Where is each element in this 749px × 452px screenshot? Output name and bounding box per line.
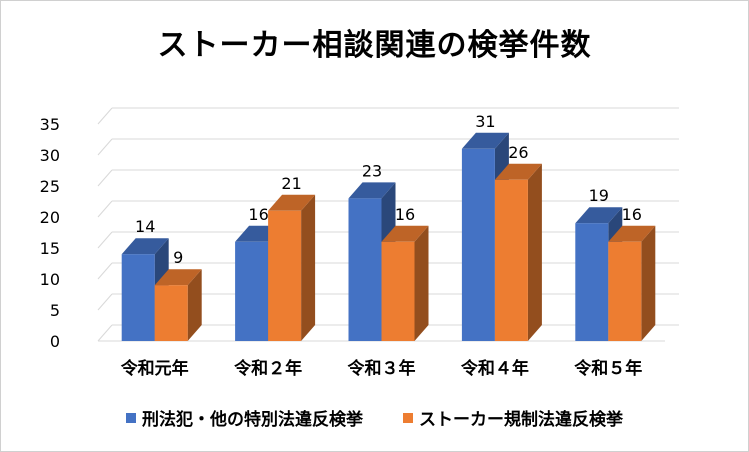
bar-front [461, 148, 495, 341]
bars [121, 132, 656, 341]
bar-side [301, 194, 316, 341]
bar-2-1 [154, 269, 202, 341]
data-label: 23 [362, 161, 382, 180]
bar-2-5 [608, 225, 656, 341]
y-tick-label: 10 [40, 270, 60, 289]
bar-top [381, 225, 429, 242]
data-label: 16 [248, 205, 268, 224]
gridline-side [97, 262, 113, 280]
bar-front [494, 179, 528, 341]
y-tick-label: 5 [50, 301, 60, 320]
bar-top [121, 238, 169, 255]
y-tick-label: 0 [50, 332, 60, 351]
legend-swatch-series-1 [126, 412, 136, 423]
bar-top [494, 163, 542, 180]
gridline-side [97, 107, 113, 125]
data-label: 14 [135, 217, 155, 236]
data-label: 31 [475, 112, 495, 131]
data-label: 9 [173, 248, 183, 267]
bar-2-2 [268, 194, 316, 341]
x-tick-label: 令和５年 [574, 358, 642, 379]
legend-swatch-series-2 [403, 412, 413, 423]
gridline-side [97, 138, 113, 156]
y-tick-label: 15 [40, 239, 60, 258]
gridline-side [97, 200, 113, 218]
y-tick-label: 20 [40, 208, 60, 227]
x-tick-label: 令和２年 [234, 358, 302, 379]
chart-plot: 0 5 10 15 20 25 30 35 14 9 令和元年 16 21 令和２年 23 16 令和３年 31 2… [40, 107, 679, 379]
gridline-side [97, 293, 113, 311]
bar-side [641, 225, 656, 341]
data-label: 16 [395, 205, 415, 224]
gridline-side [97, 231, 113, 249]
bar-top [461, 132, 509, 149]
bar-front [348, 198, 382, 341]
legend-item-series-1: 刑法犯・他の特別法違反検挙 [126, 405, 363, 430]
y-tick-label: 35 [40, 115, 60, 134]
bar-front [381, 241, 415, 341]
legend: 刑法犯・他の特別法違反検挙 ストーカー規制法違反検挙 [0, 405, 749, 430]
y-axis: 0 5 10 15 20 25 30 35 [40, 115, 60, 351]
chart-title: ストーカー相談関連の検挙件数 [157, 28, 592, 63]
gridline-side [97, 169, 113, 187]
x-tick-label: 令和元年 [121, 358, 189, 379]
legend-label-series-1: 刑法犯・他の特別法違反検挙 [142, 410, 363, 430]
y-tick-label: 25 [40, 177, 60, 196]
bar-top [268, 194, 316, 211]
bar-front [235, 241, 269, 341]
x-tick-label: 令和４年 [461, 358, 529, 379]
bar-front [608, 241, 642, 341]
bar-front [575, 223, 609, 341]
data-label: 26 [508, 143, 528, 162]
y-tick-label: 30 [40, 146, 60, 165]
legend-label-series-2: ストーカー規制法違反検挙 [419, 410, 623, 430]
data-label: 21 [281, 174, 301, 193]
bar-side [414, 225, 429, 341]
bar-side [527, 163, 542, 341]
data-label: 19 [589, 186, 609, 205]
gridline-side [97, 324, 113, 342]
bar-front [121, 254, 155, 341]
x-tick-label: 令和３年 [348, 358, 416, 379]
bar-2-3 [381, 225, 429, 341]
legend-item-series-2: ストーカー規制法違反検挙 [403, 405, 623, 430]
bar-top [154, 269, 202, 286]
bar-front [154, 285, 188, 341]
data-labels: 14 9 令和元年 16 21 令和２年 23 16 令和３年 31 26 令和４年 19 16 令和５年 [121, 112, 643, 379]
bar-top [348, 182, 396, 199]
bar-front [268, 210, 302, 341]
bar-side [187, 269, 202, 341]
data-label: 16 [622, 205, 642, 224]
bar-top [608, 225, 656, 242]
bar-2-4 [494, 163, 542, 341]
bar-top [575, 207, 623, 224]
